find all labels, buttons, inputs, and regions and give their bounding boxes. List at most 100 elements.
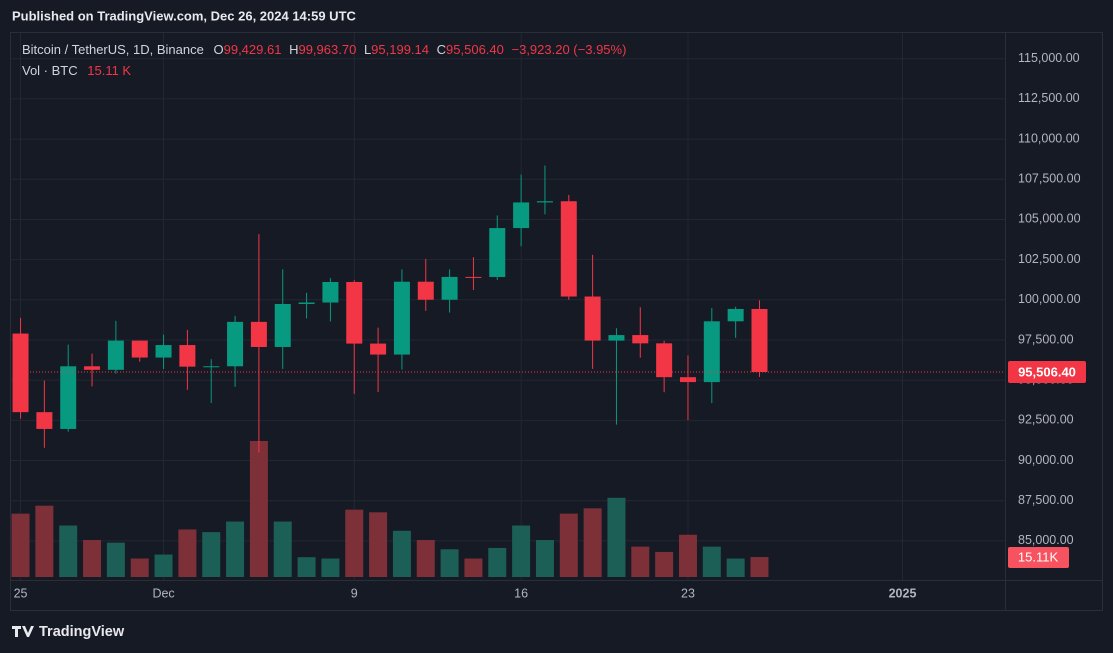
- high-value: 99,963.70: [298, 42, 356, 57]
- x-tick-label: 25: [14, 586, 28, 600]
- candle-body: [322, 281, 339, 303]
- x-tick-label: 23: [681, 586, 695, 600]
- last-price-badge: [1008, 361, 1086, 384]
- brand-logo: [12, 626, 34, 637]
- candle-body: [560, 201, 577, 297]
- close-label: C: [437, 42, 446, 57]
- volume-bar: [178, 529, 197, 577]
- candle-body: [489, 228, 506, 277]
- volume-bar: [702, 546, 721, 577]
- volume-bar: [249, 441, 268, 577]
- candle-body: [751, 308, 768, 373]
- candle-body: [370, 343, 387, 355]
- candle-body: [250, 321, 267, 347]
- open-label: O: [213, 42, 223, 57]
- volume-legend: Vol · BTC 15.11 K: [22, 63, 131, 78]
- brand: TradingView: [12, 624, 125, 640]
- y-tick-label: 97,500.00: [1018, 332, 1074, 346]
- y-tick-label: 85,000.00: [1018, 533, 1074, 547]
- y-tick-label: 110,000.00: [1018, 131, 1080, 145]
- volume-bar: [130, 558, 149, 577]
- volume-bar: [392, 530, 411, 577]
- y-tick-label: 115,000.00: [1018, 51, 1080, 65]
- published-line: Published on TradingView.com, Dec 26, 20…: [12, 8, 357, 23]
- volume-bar: [11, 513, 30, 577]
- axes: 85,000.0087,500.0090,000.0092,500.0095,0…: [14, 51, 1086, 600]
- candle-body: [513, 202, 530, 229]
- candle-body: [679, 377, 696, 383]
- volume-bar: [488, 547, 507, 577]
- volume-bar: [655, 551, 674, 577]
- volume-bar: [416, 540, 435, 577]
- candle-body: [274, 303, 291, 347]
- volume-bar: [106, 542, 125, 577]
- candle-body: [298, 302, 315, 304]
- volume-badge: [1008, 547, 1069, 568]
- candle-body: [227, 321, 244, 367]
- candle-body: [656, 343, 673, 378]
- y-tick-label: 112,500.00: [1018, 91, 1080, 105]
- volume-bar: [607, 497, 626, 577]
- candle-body: [536, 201, 553, 203]
- close-value: 95,506.40: [446, 42, 504, 57]
- candle-body: [155, 345, 172, 358]
- last-price-label: 95,506.40: [1018, 364, 1076, 379]
- candle-body: [441, 276, 458, 300]
- y-tick-label: 105,000.00: [1018, 212, 1081, 226]
- volume-bar: [631, 546, 650, 577]
- volume-bar: [535, 540, 554, 577]
- candles: [12, 165, 768, 453]
- legend-row: Bitcoin / TetherUS, 1D, Binance O99,429.…: [22, 42, 626, 57]
- candle-body: [60, 366, 77, 429]
- candle-body: [393, 281, 410, 355]
- y-tick-label: 87,500.00: [1018, 493, 1074, 507]
- volume-bar: [83, 540, 102, 577]
- volume-bar: [273, 521, 292, 577]
- candle-body: [84, 366, 101, 370]
- candle-body: [131, 340, 148, 358]
- volume-bar: [512, 525, 531, 577]
- y-tick-label: 92,500.00: [1018, 413, 1074, 427]
- open-value: 99,429.61: [224, 42, 282, 57]
- volume-badge-label: 15.11K: [1018, 549, 1059, 564]
- volume-name: Vol · BTC: [22, 63, 78, 78]
- volume-bar: [321, 558, 340, 577]
- x-tick-label: Dec: [152, 586, 174, 600]
- candle-body: [465, 276, 482, 278]
- volume-bar: [154, 554, 173, 577]
- volume-bar: [345, 509, 364, 577]
- volume-bar: [35, 505, 54, 577]
- candle-body: [346, 281, 363, 344]
- y-tick-label: 102,500.00: [1018, 252, 1081, 266]
- x-tick-label: 9: [351, 586, 358, 600]
- volume-bar: [559, 513, 578, 577]
- volume-bar: [369, 512, 388, 577]
- volume-bar: [464, 558, 483, 577]
- symbol: Bitcoin / TetherUS, 1D, Binance: [22, 42, 204, 57]
- candle-body: [12, 333, 29, 413]
- y-tick-label: 100,000.00: [1018, 292, 1081, 306]
- low-value: 95,199.14: [371, 42, 429, 57]
- candle-body: [608, 335, 625, 341]
- volume-value: 15.11 K: [87, 63, 131, 78]
- high-label: H: [289, 42, 298, 57]
- volume-bar: [297, 557, 316, 577]
- volume-bar: [226, 521, 245, 577]
- volume-bar: [440, 549, 459, 577]
- candle-body: [727, 308, 744, 322]
- y-tick-label: 107,500.00: [1018, 172, 1081, 186]
- brand-name: TradingView: [39, 624, 125, 640]
- candle-body: [179, 345, 196, 367]
- volume-bar: [750, 557, 769, 577]
- pane-border: [10, 32, 1103, 611]
- candle-body: [36, 412, 53, 429]
- candle-body: [417, 281, 434, 300]
- x-tick-label: 2025: [889, 586, 917, 600]
- volume-bar: [726, 558, 745, 577]
- change: −3,923.20 (−3.95%): [512, 42, 627, 57]
- volume-bar: [202, 532, 221, 577]
- candle-body: [703, 321, 720, 383]
- y-tick-label: 90,000.00: [1018, 453, 1074, 467]
- volume-bar: [59, 525, 78, 577]
